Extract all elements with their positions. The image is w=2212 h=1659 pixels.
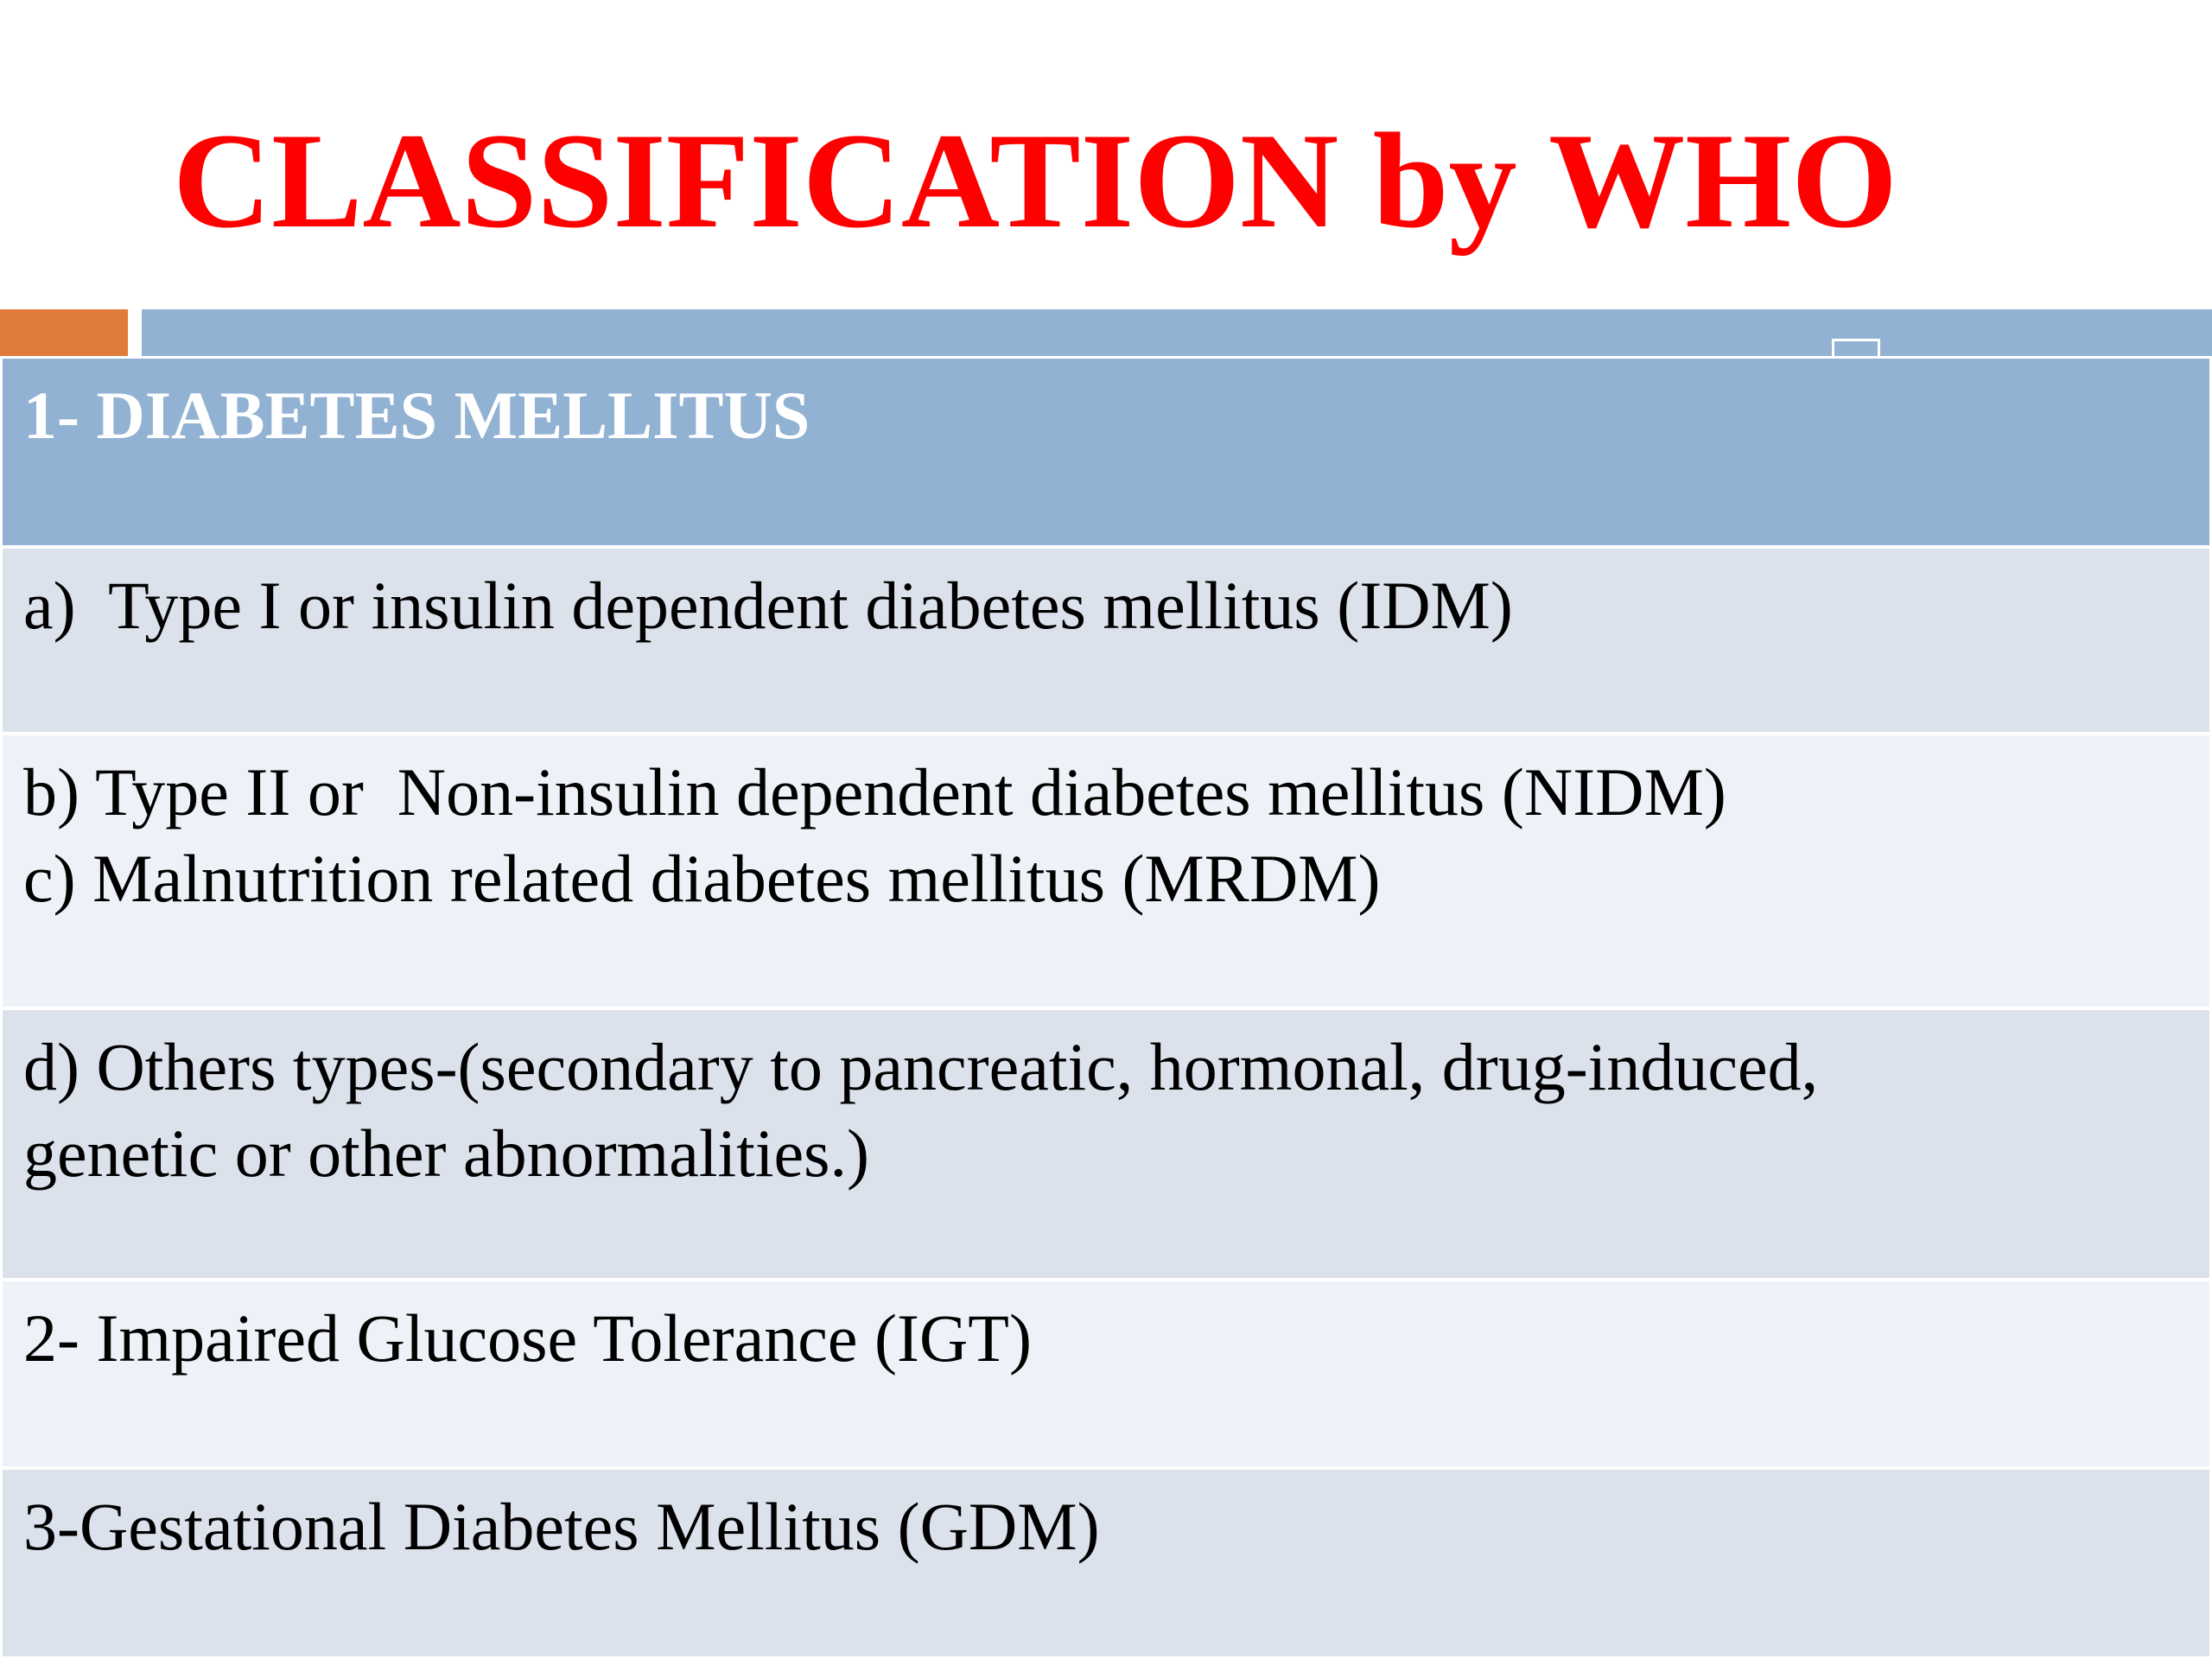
row-text-line: c) Malnutrition related diabetes mellitu… (23, 841, 1381, 916)
accent-orange-block (0, 309, 128, 356)
accent-blue-bar (142, 309, 2212, 356)
table-header-text: 1- DIABETES MELLITUS (23, 378, 810, 453)
row-text-line: a) Type I or insulin dependent diabetes … (23, 568, 1513, 643)
row-text-line: 2- Impaired Glucose Tolerance (IGT) (23, 1300, 1032, 1376)
row-text-line: genetic or other abnormalities.) (23, 1116, 869, 1191)
row-text-line: b) Type II or Non-insulin dependent diab… (23, 754, 1726, 830)
slide-title: CLASSIFICATION by WHO (173, 105, 1897, 257)
table-header-row: 1- DIABETES MELLITUS (3, 359, 2209, 549)
table-row: 3-Gestational Diabetes Mellitus (GDM) (3, 1470, 2209, 1656)
table-row: 2- Impaired Glucose Tolerance (IGT) (3, 1281, 2209, 1470)
corner-mark (1832, 339, 1880, 359)
row-text-line: d) Others types-(secondary to pancreatic… (23, 1029, 1819, 1104)
table-row: d) Others types-(secondary to pancreatic… (3, 1010, 2209, 1281)
table-row: b) Type II or Non-insulin dependent diab… (3, 735, 2209, 1010)
classification-table: 1- DIABETES MELLITUS a) Type I or insuli… (0, 356, 2212, 1659)
row-text-line: 3-Gestational Diabetes Mellitus (GDM) (23, 1489, 1100, 1564)
table-row: a) Type I or insulin dependent diabetes … (3, 549, 2209, 735)
